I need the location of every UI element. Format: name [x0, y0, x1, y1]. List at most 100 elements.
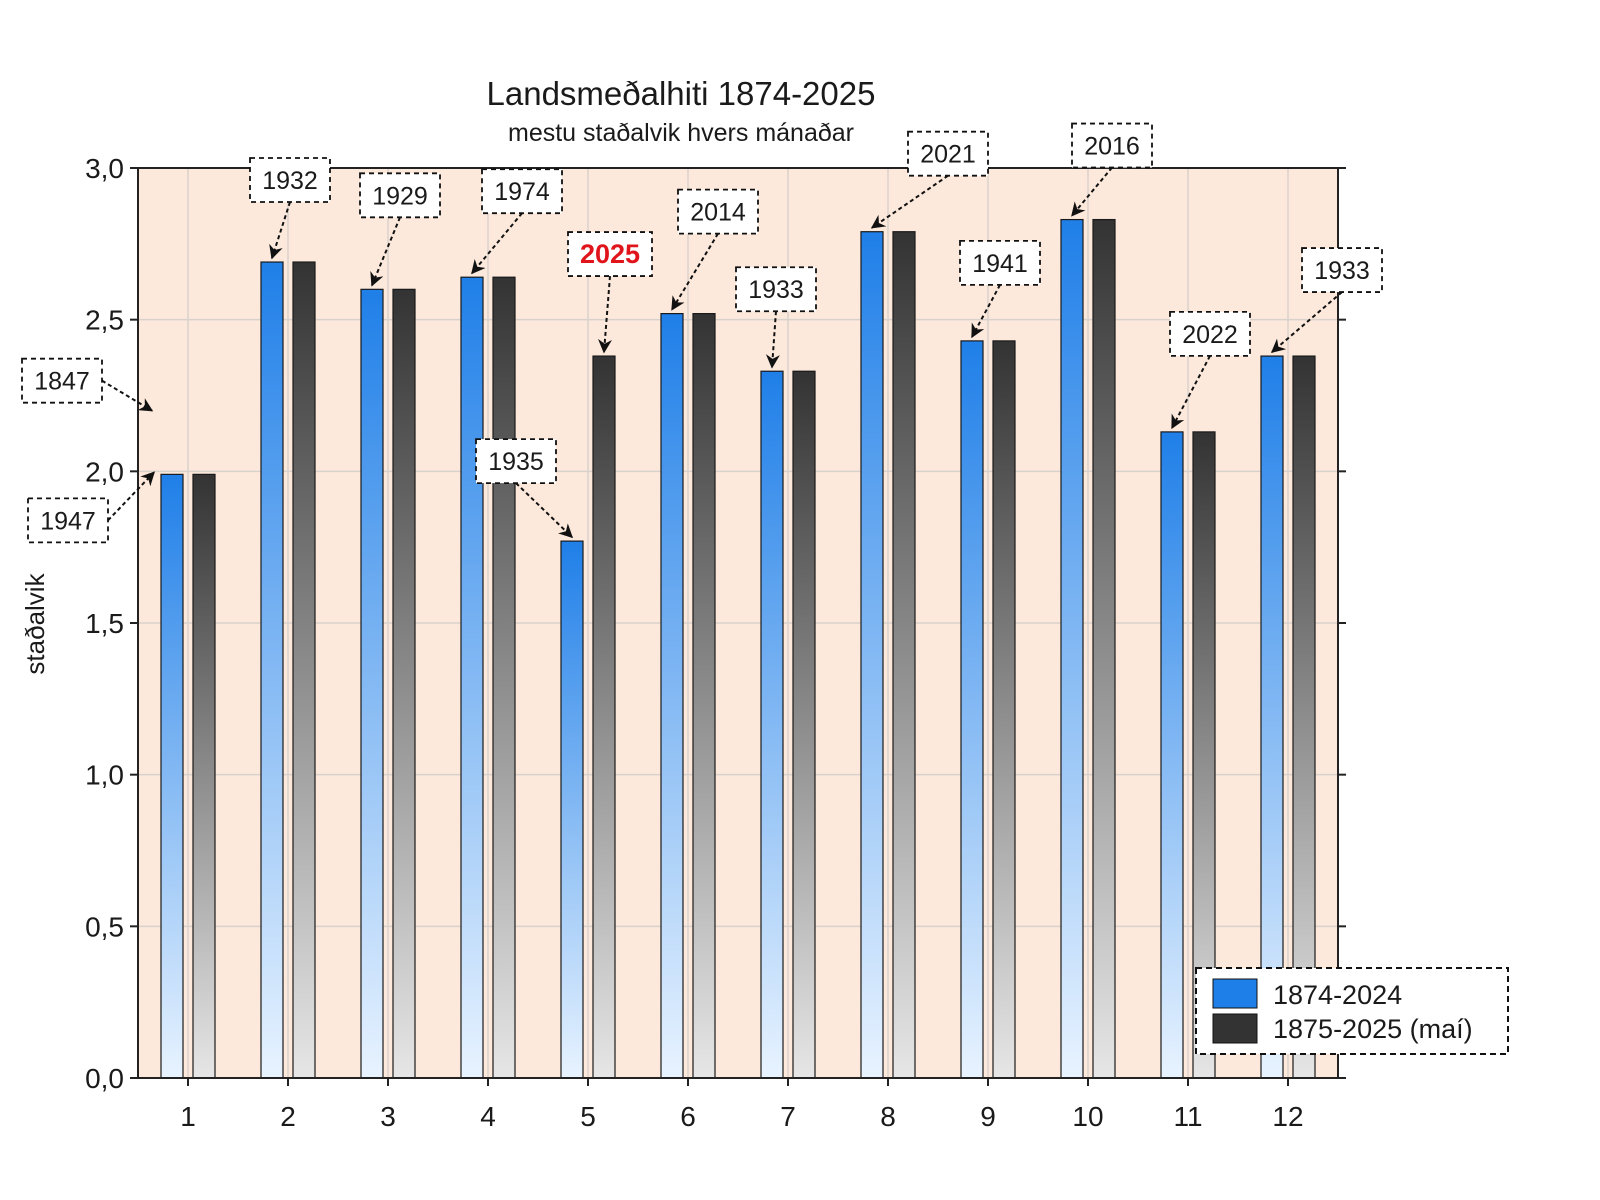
y-tick-label: 0,0 — [85, 1063, 124, 1094]
annotation-arrow — [269, 201, 291, 260]
y-tick-label: 2,0 — [85, 456, 124, 487]
bar-series-1875-2025-month-3 — [392, 288, 416, 1079]
annotation-label: 1974 — [494, 178, 550, 206]
x-tick-label: 11 — [1173, 1101, 1202, 1132]
annotation-box — [1301, 247, 1383, 293]
chart-title: Landsmeðalhiti 1874-2025 — [487, 75, 876, 112]
bar-series-1875-2025-month-4 — [492, 276, 516, 1079]
x-tick-label: 6 — [680, 1101, 696, 1132]
bar-series-1875-2025-month-8 — [892, 231, 916, 1079]
x-tick-label: 12 — [1272, 1101, 1303, 1132]
legend-swatch-1875-2025 — [1212, 1013, 1258, 1044]
x-tick-label: 5 — [580, 1101, 596, 1132]
annotation-arrow — [971, 284, 1001, 339]
annotation-1847: 1847 — [21, 357, 154, 412]
bar-series-1874-2024-month-10 — [1060, 218, 1084, 1079]
bar-series-1874-2024-month-8 — [860, 231, 884, 1079]
annotation-label: 2021 — [920, 141, 976, 169]
annotation-2021: 2021 — [870, 130, 989, 229]
legend-swatch-1874-2024 — [1212, 978, 1258, 1009]
annotation-label: 1847 — [34, 368, 90, 396]
x-tick-label: 1 — [180, 1101, 196, 1132]
annotation-arrow — [1270, 291, 1343, 353]
annotation-label: 1929 — [372, 182, 428, 210]
annotation-arrow — [471, 212, 523, 275]
bar-series-1875-2025-month-7 — [792, 370, 816, 1079]
y-tick-label: 1,5 — [85, 608, 124, 639]
y-tick-label: 3,0 — [85, 153, 124, 184]
bar-series-1875-2025-month-1 — [192, 473, 216, 1079]
annotation-label: 2022 — [1182, 321, 1238, 349]
annotation-label: 1932 — [262, 167, 318, 195]
legend: 1874-2024 1875-2025 (maí) — [1195, 967, 1509, 1055]
annotations: 1947 1847 1932 1929 1974 1935 2025 2014 1933 2021… — [21, 122, 1383, 544]
annotation-box — [567, 231, 653, 277]
bar-series-1874-2024-month-3 — [360, 288, 384, 1079]
bar-series-1874-2024-month-6 — [660, 313, 684, 1079]
annotation-box — [21, 357, 103, 404]
annotation-2016: 2016 — [1071, 122, 1153, 217]
annotation-box — [249, 157, 331, 203]
annotation-arrow — [870, 174, 949, 229]
x-tick-label: 2 — [280, 1101, 296, 1132]
annotation-label: 1941 — [972, 250, 1028, 278]
annotation-arrow — [1071, 166, 1113, 217]
annotation-label: 1947 — [40, 507, 96, 535]
annotation-1933: 1933 — [1270, 247, 1383, 353]
bar-series-1874-2024-month-9 — [960, 340, 984, 1079]
annotation-arrow — [765, 311, 780, 369]
y-tick-label: 2,5 — [85, 305, 124, 336]
annotation-2014: 2014 — [671, 188, 759, 311]
annotation-box — [27, 497, 109, 544]
y-tick-label: 1,0 — [85, 760, 124, 791]
annotation-box — [481, 168, 563, 215]
annotation-box — [475, 438, 557, 485]
annotation-label: 1935 — [488, 448, 544, 476]
legend-label-1875-2025: 1875-2025 (maí) — [1273, 1014, 1473, 1044]
annotation-arrow — [370, 216, 401, 287]
x-tick-label: 9 — [980, 1101, 996, 1132]
bar-series-1875-2025-month-2 — [292, 261, 316, 1079]
bars — [160, 218, 1316, 1079]
annotation-1935: 1935 — [475, 438, 574, 539]
y-tick-label: 0,5 — [85, 911, 124, 942]
bar-series-1874-2024-month-4 — [460, 276, 484, 1079]
annotation-box — [959, 239, 1041, 286]
annotation-label: 1933 — [1314, 257, 1370, 285]
annotation-label: 2016 — [1084, 133, 1140, 161]
legend-label-1874-2024: 1874-2024 — [1273, 980, 1402, 1010]
annotation-arrow — [515, 482, 574, 539]
annotation-label: 2014 — [690, 199, 746, 227]
annotation-box — [1169, 310, 1251, 357]
bar-series-1875-2025-month-9 — [992, 340, 1016, 1079]
x-tick-label: 7 — [780, 1101, 796, 1132]
annotation-1941: 1941 — [959, 239, 1041, 339]
bar-series-1874-2024-month-11 — [1160, 431, 1184, 1079]
bar-series-1874-2024-month-2 — [260, 261, 284, 1079]
annotation-2025: 2025 — [567, 231, 653, 354]
annotation-label: 2025 — [580, 239, 640, 269]
bar-series-1875-2025-month-5 — [592, 355, 616, 1079]
annotation-1947: 1947 — [27, 471, 155, 544]
bar-series-1875-2025-month-6 — [692, 313, 716, 1079]
bar-series-1874-2024-month-7 — [760, 370, 784, 1079]
grid — [138, 167, 1338, 1079]
annotation-box — [677, 188, 759, 235]
x-tick-label: 4 — [480, 1101, 496, 1132]
annotation-1929: 1929 — [359, 172, 441, 287]
annotation-label: 1933 — [748, 276, 804, 304]
x-tick-label: 3 — [380, 1101, 396, 1132]
annotation-arrow — [101, 379, 154, 412]
annotation-1932: 1932 — [249, 157, 331, 260]
annotation-arrow — [671, 233, 719, 311]
annotation-box — [1071, 122, 1153, 169]
bar-series-1874-2024-month-1 — [160, 473, 184, 1079]
annotation-1933: 1933 — [735, 266, 817, 369]
chart-subtitle: mestu staðalvik hvers mánaðar — [508, 119, 854, 147]
bar-series-1874-2024-month-5 — [560, 540, 584, 1079]
x-tick-label: 8 — [880, 1101, 896, 1132]
y-axis-label: staðalvik — [20, 572, 50, 674]
annotation-box — [907, 130, 989, 177]
annotation-arrow — [598, 275, 612, 354]
